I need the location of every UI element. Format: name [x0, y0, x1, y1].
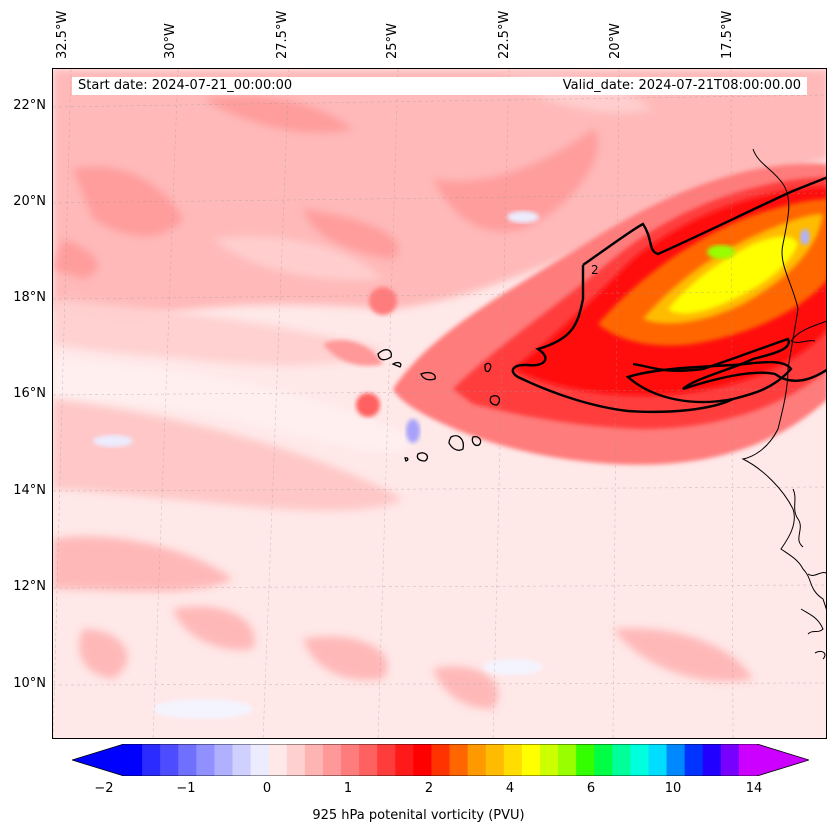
- colorbar-segment: [738, 744, 758, 776]
- pv-neg-5: [483, 659, 543, 675]
- date-info-bar: Start date: 2024-07-21_00:00:00 Valid_da…: [72, 77, 807, 95]
- colorbar-tick-8: 14: [745, 781, 763, 796]
- coastline-africa: [741, 148, 826, 610]
- pv-neg-6: [153, 699, 253, 719]
- colorbar-segment: [341, 744, 360, 776]
- colorbar-segment: [684, 744, 704, 776]
- colorbar-segment: [558, 744, 577, 776]
- colorbar-segment: [720, 744, 740, 776]
- colorbar-segment: [142, 744, 161, 776]
- start-date-text: Start date: 2024-07-21_00:00:00: [78, 78, 293, 93]
- pv-band-mid-light: [53, 359, 413, 453]
- colorbar-segment: [250, 744, 270, 776]
- pv-2-contour: [511, 176, 826, 414]
- colorbar-segment: [467, 744, 487, 776]
- colorbar-segment: [377, 744, 396, 776]
- colorbar: [72, 744, 809, 776]
- pv-blob-2: [356, 393, 380, 417]
- lon-label-27-5w: 27.5°W: [275, 10, 290, 59]
- colorbar-label: 925 hPa potenital vorticity (PVU): [312, 808, 525, 823]
- lon-label-17-5w: 17.5°W: [720, 10, 735, 59]
- colorbar-segment: [594, 744, 613, 776]
- colorbar-segment: [449, 744, 469, 776]
- colorbar-segment: [232, 744, 252, 776]
- colorbar-segment: [539, 744, 559, 776]
- pv-band-mid: [53, 299, 383, 366]
- lon-label-25w: 25°W: [385, 23, 400, 59]
- colorbar-segment: [178, 744, 197, 776]
- gridlines: [53, 69, 826, 738]
- pv-field-map: 2: [53, 69, 826, 738]
- colorbar-tick-6: 6: [586, 781, 596, 796]
- pv-blob-3: [323, 340, 383, 366]
- colorbar-segment: [702, 744, 722, 776]
- colorbar-segment: [395, 744, 414, 776]
- colorbar-tick-5: 4: [505, 781, 515, 796]
- pv-neg-2: [507, 211, 539, 223]
- colorbar-segment: [521, 744, 541, 776]
- lon-label-32-5w: 32.5°W: [55, 10, 70, 59]
- pv-neg-1: [406, 419, 420, 443]
- colorbar-tick-0: −2: [94, 781, 114, 796]
- colorbar-segment: [413, 744, 433, 776]
- lat-label-14n: 14°N: [13, 483, 46, 498]
- colorbar-tick-1: −1: [176, 781, 196, 796]
- colorbar-segment: [503, 744, 523, 776]
- pv-streaks-light: [213, 75, 653, 281]
- colorbar-segment: [124, 744, 143, 776]
- pv-streaks-north: [53, 95, 599, 279]
- lat-label-16n: 16°N: [13, 386, 46, 401]
- colorbar-segment: [666, 744, 686, 776]
- lon-label-20w: 20°W: [608, 23, 623, 59]
- contour-label: 2: [591, 263, 599, 277]
- colorbar-tick-3: 1: [343, 781, 353, 796]
- pv-blob-1: [369, 287, 397, 315]
- colorbar-segment: [485, 744, 505, 776]
- colorbar-segment: [359, 744, 378, 776]
- pv-2-contour-inner: [625, 360, 793, 404]
- lat-label-10n: 10°N: [13, 676, 46, 691]
- pv-band-south: [53, 399, 403, 511]
- colorbar-over-arrow: [757, 744, 809, 776]
- colorbar-segment: [196, 744, 216, 776]
- pv-neg-3: [800, 229, 810, 245]
- coast-detail-south: [790, 320, 826, 660]
- colorbar-segment: [268, 744, 288, 776]
- cape-verde-islands: [377, 349, 501, 462]
- lon-label-30w: 30°W: [163, 23, 178, 59]
- lat-label-22n: 22°N: [13, 98, 46, 113]
- pv-max-green: [707, 245, 735, 259]
- colorbar-tick-4: 2: [424, 781, 434, 796]
- colorbar-segment: [322, 744, 342, 776]
- map-panel: 2: [52, 68, 827, 739]
- colorbar-segment: [576, 744, 595, 776]
- colorbar-tick-2: 0: [262, 781, 272, 796]
- lat-label-12n: 12°N: [13, 579, 46, 594]
- colorbar-segment: [160, 744, 179, 776]
- colorbar-segment: [612, 744, 631, 776]
- lat-label-18n: 18°N: [13, 290, 46, 305]
- colorbar-segment: [304, 744, 324, 776]
- pv-max-yellow: [668, 236, 798, 314]
- pv-patches-south: [53, 536, 753, 709]
- lat-label-20n: 20°N: [13, 194, 46, 209]
- colorbar-under-arrow: [72, 744, 124, 776]
- lon-label-22-5w: 22.5°W: [497, 10, 512, 59]
- valid-date-text: Valid_date: 2024-07-21T08:00:00.00: [562, 78, 801, 93]
- colorbar-segment: [431, 744, 451, 776]
- colorbar-segment: [630, 744, 650, 776]
- pv-neg-4: [93, 435, 133, 447]
- colorbar-segment: [648, 744, 668, 776]
- colorbar-tick-7: 10: [664, 781, 682, 796]
- colorbar-segment: [214, 744, 234, 776]
- colorbar-segment: [286, 744, 306, 776]
